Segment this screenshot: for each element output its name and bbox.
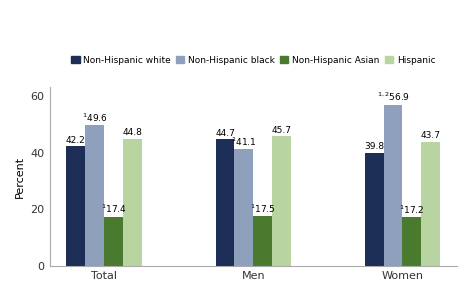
Text: 43.7: 43.7 — [421, 131, 441, 140]
Text: $^{1}$49.6: $^{1}$49.6 — [82, 111, 108, 124]
Bar — [104, 217, 123, 266]
Text: $^{1,2}$56.9: $^{1,2}$56.9 — [376, 91, 410, 103]
Legend: Non-Hispanic white, Non-Hispanic black, Non-Hispanic Asian, Hispanic: Non-Hispanic white, Non-Hispanic black, … — [68, 52, 439, 69]
Text: 45.7: 45.7 — [272, 126, 292, 135]
Bar — [365, 153, 383, 266]
Text: 39.8: 39.8 — [364, 142, 384, 152]
Text: 44.7: 44.7 — [215, 128, 235, 138]
Bar — [85, 125, 104, 266]
Bar — [235, 149, 253, 266]
Bar — [216, 139, 235, 266]
Bar — [383, 104, 402, 266]
Bar — [421, 142, 440, 266]
Bar — [253, 216, 272, 266]
Text: 44.8: 44.8 — [123, 128, 143, 137]
Text: $^{1}$17.2: $^{1}$17.2 — [400, 203, 424, 215]
Text: $^{1}$17.5: $^{1}$17.5 — [250, 202, 275, 215]
Bar — [66, 146, 85, 266]
Text: $^{1}$17.4: $^{1}$17.4 — [101, 203, 127, 215]
Text: $^{1}$41.1: $^{1}$41.1 — [231, 135, 257, 148]
Y-axis label: Percent: Percent — [15, 156, 25, 198]
Bar — [272, 136, 291, 266]
Text: 42.2: 42.2 — [66, 136, 86, 145]
Bar — [402, 217, 421, 266]
Bar — [123, 139, 142, 266]
